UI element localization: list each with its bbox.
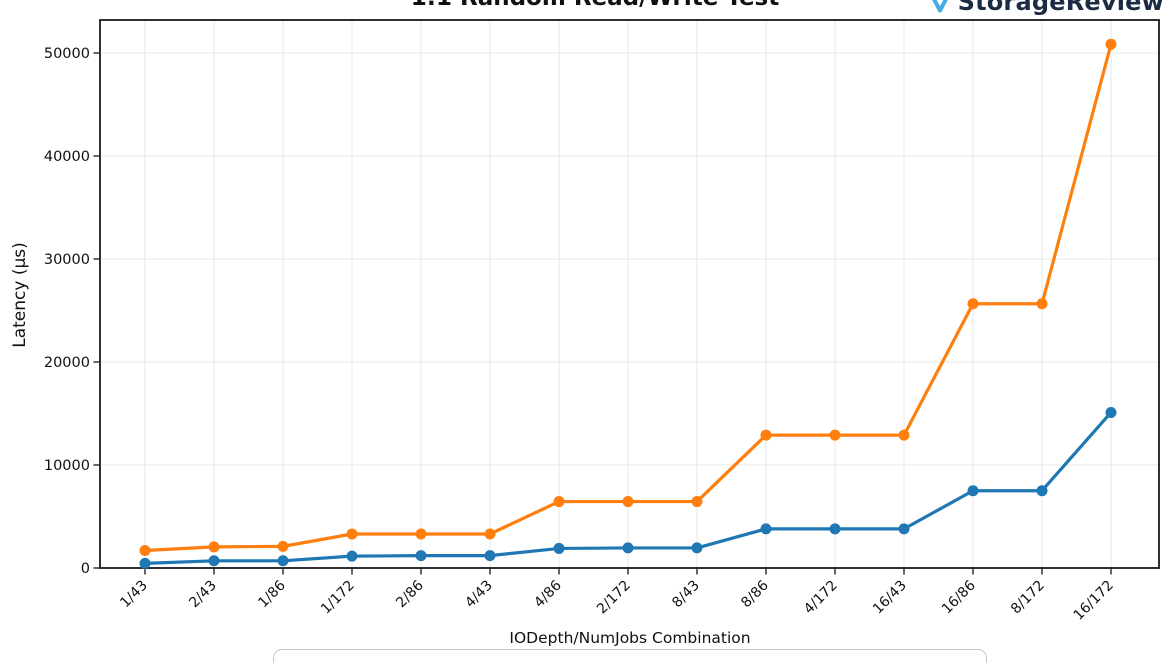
x-tick-label: 2/43 [186, 578, 220, 612]
data-point-orange-series [1105, 38, 1117, 50]
x-tick-label: 1/43 [117, 578, 151, 612]
data-point-orange-series [415, 528, 427, 540]
x-tick-label: 16/172 [1071, 578, 1117, 624]
x-tick-label: 2/172 [594, 578, 634, 618]
data-point-blue-series [1105, 406, 1117, 418]
data-point-orange-series [691, 496, 703, 508]
storagereview-swirl-icon [931, 0, 948, 13]
data-point-orange-series [1036, 298, 1048, 310]
data-point-blue-series [829, 523, 841, 535]
x-tick-label: 16/86 [939, 577, 979, 617]
x-tick-label: 4/172 [801, 578, 841, 618]
x-axis-label: IODepth/NumJobs Combination [509, 629, 751, 647]
data-point-orange-series [829, 429, 841, 441]
data-point-orange-series [208, 541, 220, 553]
data-point-blue-series [898, 523, 910, 535]
y-tick-label: 40000 [44, 149, 90, 165]
data-point-orange-series [484, 528, 496, 540]
x-tick-label: 8/86 [738, 577, 772, 611]
data-point-orange-series [898, 429, 910, 441]
legend-box [273, 649, 987, 663]
data-point-orange-series [553, 496, 565, 508]
data-point-orange-series [277, 540, 289, 552]
storagereview-logo: StorageReview [927, 0, 1164, 16]
data-point-orange-series [760, 429, 772, 441]
logo-text: StorageReview [957, 0, 1164, 16]
data-point-blue-series [346, 550, 358, 562]
data-point-blue-series [1036, 485, 1048, 497]
x-tick-label: 8/172 [1008, 578, 1048, 618]
x-tick-label: 16/43 [870, 578, 910, 618]
y-tick-label: 10000 [44, 458, 90, 474]
data-point-blue-series [415, 550, 427, 562]
data-point-blue-series [622, 542, 634, 554]
x-tick-label: 8/43 [669, 578, 703, 612]
data-point-orange-series [346, 528, 358, 540]
chart-title: 1:1 Random Read/Write Test [411, 0, 779, 11]
plot-border [99, 19, 1160, 569]
x-tick-label: 1/172 [318, 578, 358, 618]
y-tick-label: 20000 [44, 355, 90, 371]
data-point-blue-series [553, 542, 565, 554]
y-tick-label: 50000 [44, 46, 90, 62]
y-axis-label: Latency (μs) [10, 242, 30, 348]
data-point-blue-series [484, 550, 496, 562]
y-tick-label: 0 [81, 561, 90, 577]
data-point-orange-series [967, 298, 979, 310]
x-tick-label: 2/86 [393, 577, 427, 611]
data-point-blue-series [277, 555, 289, 567]
data-point-blue-series [967, 485, 979, 497]
data-point-blue-series [139, 557, 151, 569]
data-point-blue-series [691, 542, 703, 554]
x-tick-label: 4/43 [462, 578, 496, 612]
data-point-orange-series [622, 496, 634, 508]
y-tick-label: 30000 [44, 252, 90, 268]
data-point-blue-series [208, 555, 220, 567]
data-point-orange-series [139, 544, 151, 556]
x-tick-label: 1/86 [255, 577, 289, 611]
x-tick-label: 4/86 [531, 577, 565, 611]
data-point-blue-series [760, 523, 772, 535]
